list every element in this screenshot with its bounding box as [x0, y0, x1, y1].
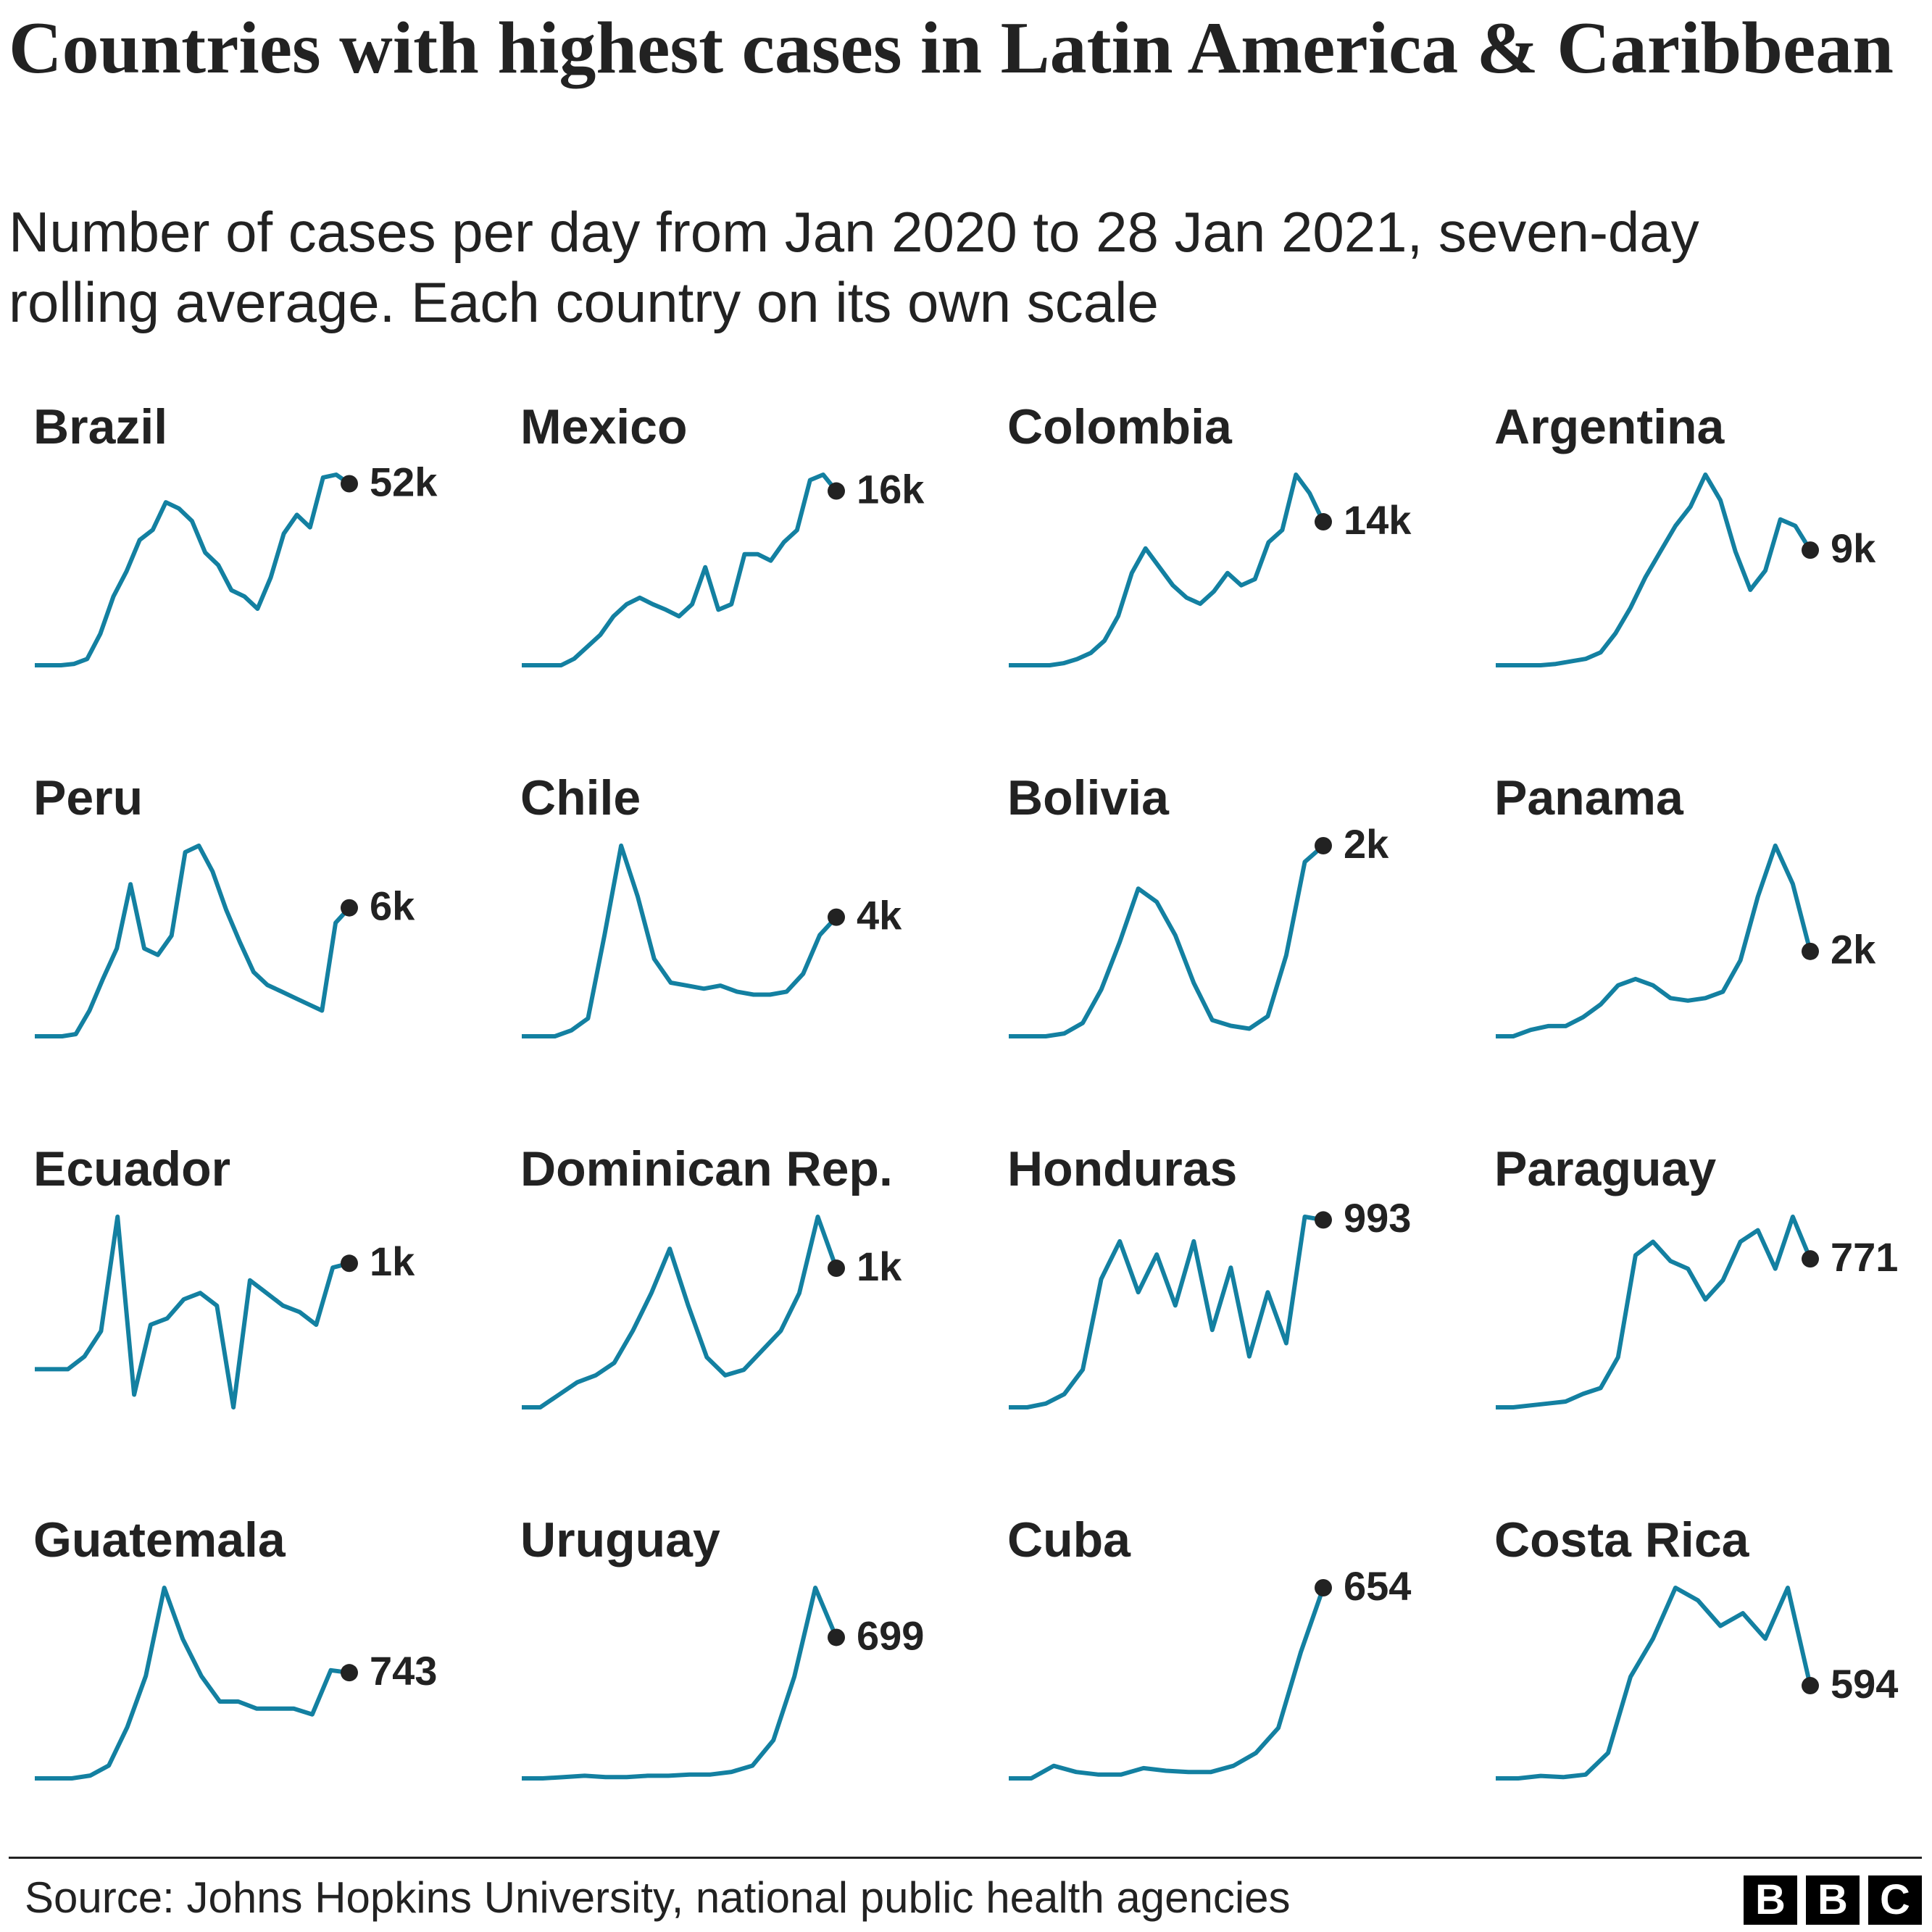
series-line [35, 1586, 350, 1781]
end-dot [828, 1628, 845, 1646]
end-dot [341, 1664, 358, 1682]
series-line [1496, 1586, 1812, 1781]
panel-title: Ecuador [33, 1141, 230, 1196]
end-label: 16k [857, 466, 925, 512]
end-dot [828, 908, 845, 926]
series-line [522, 1586, 838, 1781]
logo-letter: B [1744, 1875, 1797, 1925]
panel-title: Cuba [1007, 1512, 1131, 1567]
end-label: 4k [857, 892, 902, 938]
series-line [522, 1215, 838, 1410]
series-line [1496, 844, 1812, 1038]
panel-title: Brazil [33, 399, 167, 454]
end-label: 2k [1831, 927, 1876, 973]
end-dot [1802, 541, 1819, 559]
source: Source: Johns Hopkins University, nation… [25, 1873, 1291, 1922]
end-label: 1k [857, 1244, 902, 1289]
panel-title: Mexico [520, 399, 688, 454]
end-dot [1315, 1579, 1332, 1596]
series-line [1496, 472, 1812, 667]
end-label: 743 [370, 1648, 437, 1694]
end-label: 654 [1344, 1563, 1411, 1609]
series-line [1009, 1587, 1325, 1781]
panel-title: Chile [520, 770, 641, 825]
end-dot [1802, 1250, 1819, 1268]
end-dot [1802, 1677, 1819, 1695]
series-line [35, 844, 351, 1038]
panel-title: Uruguay [520, 1512, 720, 1567]
logo-letter: B [1806, 1875, 1860, 1925]
end-dot [341, 475, 358, 493]
title: Countries with highest cases in Latin Am… [9, 7, 1894, 89]
panel-title: Guatemala [33, 1512, 286, 1567]
series-line [35, 1215, 350, 1410]
panel-title: Colombia [1007, 399, 1233, 454]
panel-title: Panama [1494, 770, 1684, 825]
series-line [1009, 472, 1325, 667]
logo: B B C [1744, 1875, 1922, 1925]
end-label: 993 [1344, 1195, 1411, 1241]
panel-title: Honduras [1007, 1141, 1237, 1196]
panel-title: Dominican Rep. [520, 1141, 893, 1196]
end-label: 6k [370, 883, 415, 928]
end-label: 14k [1344, 497, 1412, 543]
end-dot [1315, 1211, 1332, 1229]
end-label: 594 [1831, 1661, 1898, 1707]
end-label: 52k [370, 459, 438, 504]
series-line [1009, 1215, 1324, 1410]
logo-letter: C [1868, 1875, 1922, 1925]
end-label: 1k [370, 1238, 415, 1284]
panel-title: Bolivia [1007, 770, 1170, 825]
end-dot [1315, 837, 1332, 854]
end-label: 2k [1344, 821, 1389, 867]
series-line [35, 472, 351, 667]
end-dot [341, 899, 358, 917]
panel-title: Peru [33, 770, 143, 825]
series-line [522, 844, 838, 1038]
end-dot [828, 482, 845, 500]
panel-title: Costa Rica [1494, 1512, 1750, 1567]
end-label: 9k [1831, 525, 1876, 571]
end-dot [1315, 513, 1332, 531]
panel-title: Paraguay [1494, 1141, 1716, 1196]
end-dot [1802, 942, 1819, 960]
series-line [1496, 1215, 1812, 1410]
end-label: 771 [1831, 1234, 1898, 1280]
end-dot [341, 1254, 358, 1273]
subtitle: Number of cases per day from Jan 2020 to… [9, 200, 1699, 334]
series-line [522, 472, 838, 667]
end-label: 699 [857, 1612, 924, 1658]
series-line [1009, 844, 1325, 1038]
small-multiples: Brazil 52k Mexico 16k Colombia 14k Argentina 9k… [33, 399, 1898, 1781]
end-dot [828, 1259, 845, 1278]
footer-rule [9, 1857, 1922, 1859]
panel-title: Argentina [1494, 399, 1725, 454]
